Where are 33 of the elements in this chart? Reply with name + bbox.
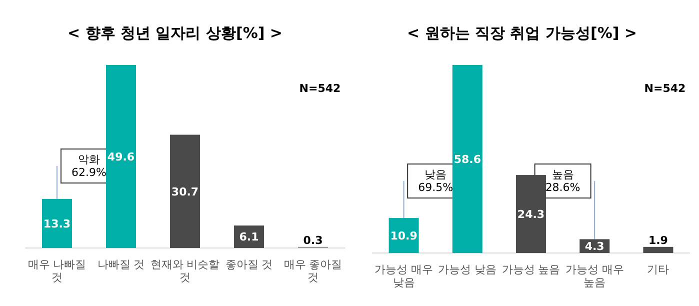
data-label: 49.6 [107, 150, 135, 164]
x-tick-label: 나빠질 것 [97, 258, 145, 271]
chart-title: < 향후 청년 일자리 상황[%] > [68, 24, 282, 42]
x-tick-label: 가능성 높음 [502, 263, 560, 276]
x-tick-label: 매우 나빠질 것 [28, 258, 86, 284]
annotation: 낮음 69.5% [418, 168, 454, 194]
x-tick-label: 가능성 매우 높음 [565, 263, 624, 290]
x-tick-label: 가능성 낮음 [438, 263, 497, 276]
x-tick-label: 좋아질 것 [225, 258, 273, 271]
data-label: 1.9 [648, 234, 668, 247]
annotation: N=542 [644, 82, 686, 95]
data-label: 13.3 [43, 217, 71, 230]
annotation: 높음 28.6% [545, 168, 580, 194]
bar [170, 134, 200, 248]
x-tick-label: 매우 좋아질 것 [284, 258, 342, 284]
x-tick-label: 가능성 매우 낮음 [374, 263, 434, 290]
data-label: 24.3 [517, 208, 545, 222]
bar [106, 65, 136, 248]
data-label: 30.7 [171, 185, 199, 198]
data-label: 4.3 [584, 240, 604, 254]
data-label: 10.9 [390, 230, 418, 243]
bar [516, 175, 546, 253]
bar [42, 198, 72, 248]
chart-title: < 원하는 직장 취업 가능성[%] > [407, 24, 637, 42]
data-label: 0.3 [303, 234, 323, 247]
bar [452, 65, 482, 253]
data-label: 6.1 [239, 230, 259, 244]
data-label: 58.6 [454, 153, 482, 166]
annotation: 악화 62.9% [72, 153, 106, 180]
annotation: N=542 [299, 82, 341, 95]
bar [643, 246, 674, 253]
x-tick-label: 현재와 비슷할 것 [150, 258, 220, 284]
x-tick-label: 기타 [647, 263, 670, 276]
